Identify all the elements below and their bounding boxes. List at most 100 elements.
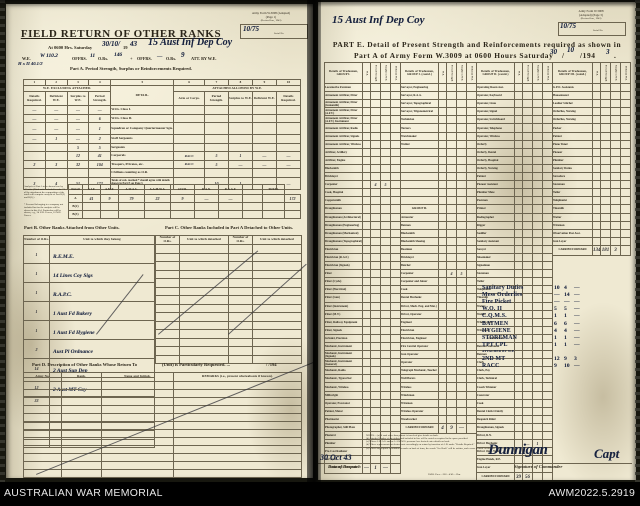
trade-period <box>522 261 533 271</box>
trade-label: Electrician <box>324 244 363 254</box>
archive-credit-banner: AUSTRALIAN WAR MEMORIAL AWM2022.5.2919 <box>0 482 640 506</box>
trade-we <box>362 244 371 254</box>
trade-deficient <box>466 414 477 424</box>
trade-surplus <box>456 115 467 125</box>
trade-row: Photographer, Still Plate <box>324 422 401 433</box>
trade-we <box>362 131 371 141</box>
trade-surplus <box>610 99 621 109</box>
part-a-cell-strength: 6 <box>88 113 112 123</box>
trade-surplus <box>380 252 391 263</box>
trade-period <box>600 147 611 157</box>
part-c-cell <box>155 261 180 271</box>
trade-row: Turners <box>400 123 477 133</box>
trade-row: Carpenter 4 5 <box>324 180 401 190</box>
trade-label: Waiter <box>552 212 593 222</box>
right-serial-box <box>558 22 626 36</box>
part-d-cell <box>173 437 302 446</box>
left-serial-label: Serial No. <box>274 32 285 35</box>
trade-period <box>446 99 457 109</box>
trade-row: Operator, Wireless <box>476 131 553 141</box>
handwritten-entry: 2ND MT <box>482 356 506 362</box>
part-a-cell-att-strength <box>203 122 229 135</box>
analysis-cell <box>118 210 145 219</box>
trade-we <box>514 422 523 433</box>
trade-row: Driver, Operator <box>400 309 477 319</box>
trade-surplus <box>380 261 391 271</box>
trade-surplus <box>380 115 391 125</box>
trade-label: Electrician, Engineer <box>400 333 439 344</box>
trade-period <box>446 414 457 424</box>
trade-period <box>446 285 457 295</box>
trade-label: Operator, Excavator <box>324 398 363 408</box>
film-edge-left <box>0 0 5 482</box>
trade-col-subheader: Surplus to W.E. <box>532 62 543 84</box>
trade-surplus <box>380 269 391 279</box>
trade-deficient <box>390 91 401 101</box>
trade-row: Draughtsman, Signals <box>476 422 553 433</box>
part-c-cell <box>252 346 302 356</box>
trade-deficient <box>542 366 553 376</box>
trade-row: Armament Artificer, Radio <box>324 123 401 133</box>
trade-period <box>370 382 381 392</box>
part-a-cell-att-strength <box>203 105 229 115</box>
part-a-cell-corps <box>173 105 205 115</box>
trade-surplus <box>380 366 391 376</box>
datetime-year-value: 43 <box>130 40 137 48</box>
trade-we <box>438 382 447 392</box>
trade-period <box>446 406 457 416</box>
trade-label: Wireman <box>552 220 593 230</box>
trade-deficient <box>466 212 477 222</box>
part-d-cell <box>101 389 174 398</box>
part-c-cell <box>252 252 302 262</box>
trade-label: Well Borers <box>400 374 439 384</box>
part-a-cell-period: — <box>66 122 90 135</box>
analysis-row-label: A <box>68 194 83 203</box>
trade-we <box>514 244 523 254</box>
trade-deficient <box>390 309 401 319</box>
trade-we <box>438 228 447 238</box>
trade-period <box>600 180 611 190</box>
trade-label: Printer <box>476 204 515 214</box>
ors-label: O.Rs. <box>98 56 109 61</box>
trade-we <box>514 398 523 408</box>
part-d-cell <box>173 453 302 462</box>
trade-surplus <box>456 139 467 149</box>
trade-surplus <box>456 123 467 133</box>
trade-period <box>370 261 381 271</box>
trade-col-subheader: Surplus to W.E. <box>380 62 391 84</box>
analysis-cell: 22 <box>144 194 171 203</box>
trade-surplus <box>532 277 543 287</box>
trade-we <box>514 269 523 279</box>
trade-surplus <box>532 107 543 117</box>
trade-surplus <box>380 277 391 287</box>
trade-we <box>514 115 523 125</box>
analysis-cell <box>82 210 101 219</box>
trade-row: Fire Control Operator <box>400 341 477 352</box>
datetime-year-prefix: 19 <box>123 45 128 50</box>
trade-we <box>362 115 371 125</box>
part-a-cell-att-deficient: — <box>251 159 277 169</box>
trade-deficient <box>390 341 401 352</box>
trade-row: Electrician <box>324 244 401 254</box>
part-a-cell-deficient: — <box>23 134 46 144</box>
trade-label: Armament Artificer, Signals <box>324 131 363 141</box>
trade-deficient <box>542 414 553 424</box>
trade-deficient <box>390 301 401 311</box>
trade-surplus <box>380 422 391 433</box>
trade-we <box>362 333 371 344</box>
part-d-cell <box>61 405 102 414</box>
trade-label: Draughtsman (Topographical) <box>324 236 363 246</box>
trade-we <box>514 220 523 230</box>
trade-row: Storeman <box>476 269 553 279</box>
part-c-cell <box>155 286 180 296</box>
trade-row: Operator, Signal <box>476 107 553 117</box>
trade-period <box>446 107 457 117</box>
trade-deficient <box>542 285 553 295</box>
handwritten-period: 1 <box>554 313 557 320</box>
trade-row: Fitter (Cycle) <box>324 277 401 287</box>
trade-deficient <box>466 358 477 368</box>
trade-row: Wireman <box>552 220 631 230</box>
trade-row: Leather Stitcher <box>552 99 631 109</box>
part-c-cell <box>179 244 229 254</box>
trade-deficient <box>542 228 553 238</box>
